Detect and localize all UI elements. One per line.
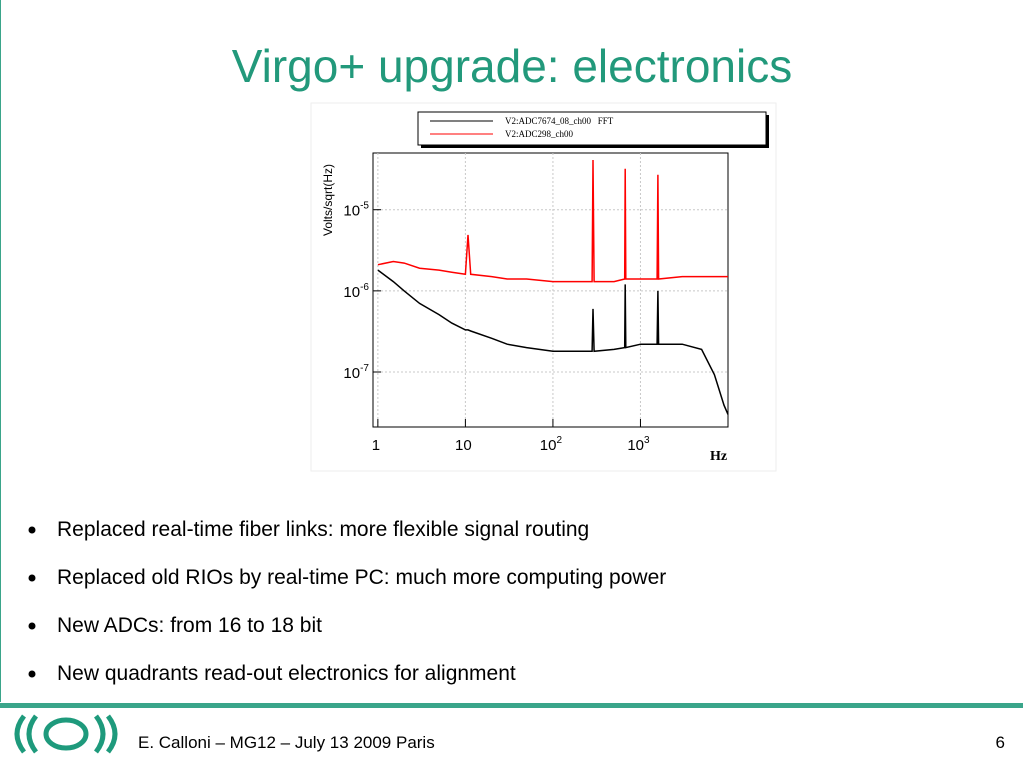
tick-label: 10	[455, 437, 472, 454]
tick-label: 103	[627, 435, 650, 454]
footer-rule	[0, 703, 1023, 708]
plot-frame	[372, 152, 729, 428]
tick-label-base: 10	[540, 437, 557, 454]
bullet-list: Replaced real-time fiber links: more fle…	[28, 518, 666, 685]
tick-label-exponent: -5	[360, 201, 369, 212]
x-axis-label: Hz	[710, 449, 727, 464]
bullet-dot	[28, 574, 36, 582]
tick-label: 10-5	[343, 201, 369, 220]
tick-label: 10-7	[343, 363, 369, 382]
tick-label: 10-6	[343, 282, 369, 301]
bullet-text: New ADCs: from 16 to 18 bit	[57, 614, 322, 637]
logo	[14, 714, 118, 754]
page-number: 6	[996, 733, 1005, 752]
bullet-dot	[28, 622, 36, 630]
tick-label: 1	[372, 437, 380, 454]
tick-label: 102	[540, 435, 563, 454]
plot: 1 10 102 10310-710-610-5V2:ADC7674_08_ch00 …	[343, 116, 729, 454]
footer-text: E. Calloni – MG12 – July 13 2009 Paris	[138, 733, 435, 752]
tick-label-base: 10	[343, 365, 360, 382]
series-line	[377, 159, 728, 283]
tick-label-exponent: -7	[360, 363, 369, 374]
tick-label-exponent: 2	[556, 435, 562, 446]
legend-label: V2:ADC7674_08_ch00 FFT	[505, 116, 614, 126]
tick-label-base: 10	[343, 284, 360, 301]
series-line	[377, 269, 729, 415]
slide-title: Virgo+ upgrade: electronics	[232, 40, 792, 92]
tick-label-exponent: 3	[644, 435, 650, 446]
bullet-dot	[28, 526, 36, 534]
bullet-text: Replaced old RIOs by real-time PC: much …	[57, 566, 666, 589]
y-axis-label: Volts/sqrt(Hz)	[321, 164, 335, 236]
legend-label: V2:ADC298_ch00	[505, 129, 573, 139]
legend-box	[417, 111, 767, 146]
tick-label-base: 10	[627, 437, 644, 454]
bullet-dot	[28, 670, 36, 678]
bullet-text: New quadrants read-out electronics for a…	[57, 662, 516, 685]
bullet-text: Replaced real-time fiber links: more fle…	[57, 518, 589, 541]
tick-label-exponent: -6	[360, 282, 369, 293]
tick-label-base: 10	[343, 203, 360, 220]
